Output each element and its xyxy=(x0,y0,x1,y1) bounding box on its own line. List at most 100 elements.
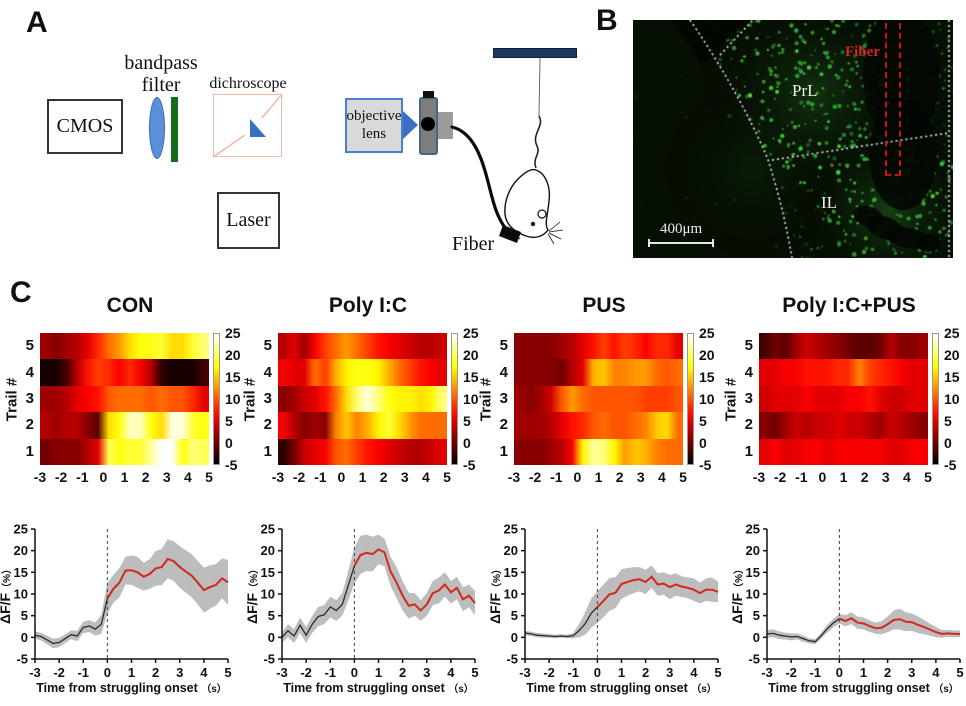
heatmap-title-4: Poly I:C+PUS xyxy=(782,294,916,317)
colorbar-tick-1: 25 xyxy=(225,325,241,341)
heatmap-1-xtick: 2 xyxy=(141,469,150,485)
il-region-label: IL xyxy=(821,193,838,212)
heatmap-2-xtick: -3 xyxy=(271,469,285,485)
lineplot-Poly I:C: -50510152025-3 -2 -1 0 1 2 3 4 5Time from strugg… xyxy=(247,522,479,696)
heatmap-2-row-4 xyxy=(278,359,447,386)
colorbar-2 xyxy=(451,333,458,465)
x-tick-label: 5 xyxy=(471,665,478,680)
suspension-bar-icon xyxy=(493,48,577,58)
heatmap-2-rowlabel: 4 xyxy=(263,363,272,381)
cmos-label: CMOS xyxy=(56,115,114,137)
mouse-eye xyxy=(530,221,536,227)
scale-bar-label: 400μm xyxy=(660,221,703,237)
panel-c-label: C xyxy=(10,276,32,309)
fiber-track-outline xyxy=(885,23,901,176)
trace-post-onset xyxy=(106,557,229,599)
heatmap-3-row-4 xyxy=(514,359,683,386)
heatmap-3-row-5 xyxy=(514,333,683,360)
heatmap-4-xtick: 2 xyxy=(860,469,869,485)
x-tick-label: 4 xyxy=(690,665,698,680)
y-tick-label: 20 xyxy=(504,543,518,558)
y-tick-label: 20 xyxy=(14,543,28,558)
heatmap-4-xtick: -1 xyxy=(795,469,808,485)
heatmap-1-rowlabel: 4 xyxy=(25,363,34,381)
colorbar-tick-2: 5 xyxy=(463,413,471,429)
trace-pre-onset xyxy=(34,598,109,645)
x-tick-label: 1 xyxy=(860,665,867,680)
x-tick-label: -1 xyxy=(809,665,821,680)
y-tick-label: 15 xyxy=(261,565,275,580)
heatmap-1-xtick: -2 xyxy=(54,469,68,485)
x-tick-label: -2 xyxy=(785,665,797,680)
x-tick-label: 5 xyxy=(224,665,231,680)
heatmap-1-xtick: 4 xyxy=(183,469,192,485)
colorbar-tick-1: 10 xyxy=(225,391,241,407)
heatmap-image-2 xyxy=(278,333,447,465)
x-tick-label: 2 xyxy=(152,665,159,680)
fiber-ferrule xyxy=(499,225,521,243)
trace-post-onset xyxy=(596,575,719,608)
heatmap-1-xtick: 3 xyxy=(162,469,171,485)
trace-post-onset xyxy=(353,548,476,612)
y-tick-label: 5 xyxy=(511,608,518,623)
heatmap-image-3 xyxy=(514,333,683,465)
heatmap-2-rowlabel: 1 xyxy=(263,442,272,460)
heatmap-4-row-5 xyxy=(759,333,928,360)
x-axis-label: Time from struggling onset （s） xyxy=(526,681,717,695)
y-tick-label: 20 xyxy=(746,543,760,558)
colorbar-tick-3: 5 xyxy=(699,413,707,429)
y-tick-label: 15 xyxy=(504,565,518,580)
y-axis-label: ΔF/F（%） xyxy=(0,564,13,624)
x-tick-label: 3 xyxy=(176,665,183,680)
colorbar-tick-3: 0 xyxy=(699,435,707,451)
y-tick-label: 25 xyxy=(504,522,518,537)
colorbar-tick-3: 15 xyxy=(699,369,715,385)
x-axis-label: Time from struggling onset （s） xyxy=(768,681,959,695)
heatmap-2-row-3 xyxy=(278,385,447,413)
heatmap-2-row-5 xyxy=(278,333,447,360)
x-tick-label: -2 xyxy=(543,665,555,680)
colorbar-tick-4: 25 xyxy=(944,325,960,341)
heatmap-4-xtick: 4 xyxy=(902,469,911,485)
y-tick-label: -5 xyxy=(263,652,275,667)
mouse-body xyxy=(504,168,551,239)
colorbar-tick-4: -5 xyxy=(944,457,957,473)
heatmap-3-xtick: 3 xyxy=(636,469,645,485)
y-tick-label: 5 xyxy=(21,608,28,623)
y-tick-label: 25 xyxy=(261,522,275,537)
heatmap-2-xtick: -2 xyxy=(292,469,306,485)
x-axis-label: Time from struggling onset （s） xyxy=(36,681,227,695)
charts-area: CON Trail #5 4 3 2 1 25 20 15 10 5 0 -5 -3 -2 -1 0 1 2 3 4 5 P… xyxy=(0,280,966,706)
heatmap-3-rowlabel: 5 xyxy=(499,337,508,355)
y-tick-label: 25 xyxy=(746,522,760,537)
heatmap-1-row-5 xyxy=(40,333,209,360)
y-tick-label: 0 xyxy=(511,630,518,645)
x-tick-label: 5 xyxy=(714,665,721,680)
colorbar-tick-1: -5 xyxy=(225,457,238,473)
heatmap-4-xtick: 5 xyxy=(924,469,932,485)
dichroscope-box xyxy=(213,94,282,157)
bandpass-filter-icon xyxy=(171,97,178,162)
heatmap-1-row-3 xyxy=(40,385,209,413)
suspension-string xyxy=(538,57,541,117)
colorbar-tick-2: 15 xyxy=(463,369,479,385)
heatmap-3-rowlabel: 4 xyxy=(499,363,508,381)
heatmap-2-xtick: 3 xyxy=(400,469,409,485)
x-tick-label: 2 xyxy=(884,665,891,680)
sem-band xyxy=(35,539,228,649)
y-tick-label: 5 xyxy=(268,608,275,623)
micrograph: Fiber PrL IL 400μm xyxy=(633,20,953,258)
colorbar-tick-2: 25 xyxy=(463,325,479,341)
heatmap-4-rowlabel: 4 xyxy=(744,363,753,381)
colorbar-tick-4: 10 xyxy=(944,391,960,407)
fiber-track-label: Fiber xyxy=(845,44,880,60)
heatmap-3-rowlabel: 1 xyxy=(499,442,508,460)
heatmap-3-xtick: 2 xyxy=(615,469,624,485)
colorbar-tick-3: 20 xyxy=(699,347,715,363)
scale-bar xyxy=(648,239,714,247)
heatmap-2-xtick: -1 xyxy=(314,469,327,485)
x-tick-label: 1 xyxy=(618,665,625,680)
x-tick-label: 2 xyxy=(399,665,406,680)
heatmap-1-rowlabel: 5 xyxy=(25,337,34,355)
heatmap-2-xtick: 2 xyxy=(379,469,388,485)
